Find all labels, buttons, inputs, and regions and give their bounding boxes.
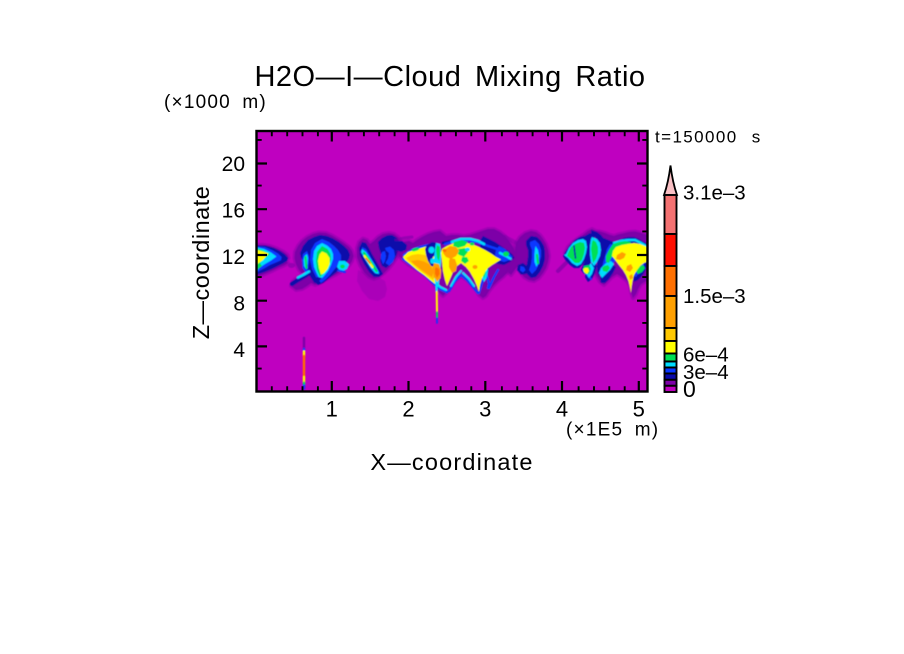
- svg-text:1: 1: [326, 397, 338, 422]
- svg-text:0: 0: [683, 376, 696, 402]
- svg-text:H2O—I—Cloud Mixing Ratio: H2O—I—Cloud Mixing Ratio: [254, 61, 645, 93]
- svg-text:5: 5: [633, 397, 645, 422]
- svg-text:t=150000 s: t=150000 s: [655, 128, 762, 147]
- svg-text:(×1E5 m): (×1E5 m): [566, 420, 659, 441]
- svg-text:3e–4: 3e–4: [683, 361, 729, 384]
- svg-text:6e–4: 6e–4: [683, 344, 729, 367]
- svg-text:12: 12: [222, 246, 245, 269]
- svg-text:3: 3: [479, 397, 491, 422]
- svg-text:4: 4: [556, 397, 568, 422]
- svg-text:3.1e–3: 3.1e–3: [683, 182, 746, 205]
- svg-text:20: 20: [222, 153, 245, 176]
- svg-text:8: 8: [233, 293, 245, 316]
- svg-text:(×1000 m): (×1000 m): [164, 92, 267, 113]
- svg-text:2: 2: [402, 397, 414, 422]
- svg-text:4: 4: [233, 339, 245, 362]
- svg-text:Z—coordinate: Z—coordinate: [188, 186, 214, 340]
- svg-text:16: 16: [222, 199, 245, 222]
- svg-text:X—coordinate: X—coordinate: [370, 449, 533, 475]
- svg-text:1.5e–3: 1.5e–3: [683, 285, 746, 308]
